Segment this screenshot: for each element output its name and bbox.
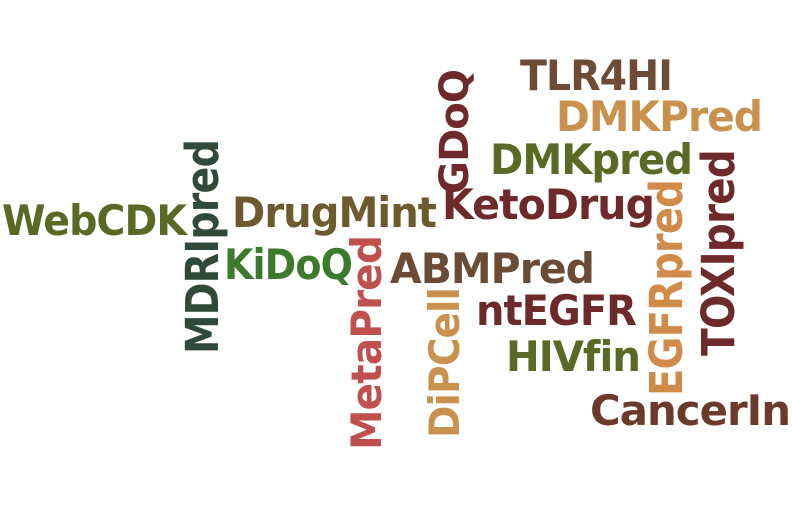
word-egfrpred: EGFRpred — [640, 180, 693, 396]
word-kidoq: KiDoQ — [224, 240, 353, 289]
word-toxipred: TOXIpred — [692, 150, 745, 356]
word-gdoq: GDoQ — [432, 70, 478, 194]
word-webcdk: WebCDK — [2, 196, 187, 245]
word-hivfin: HIVfin — [506, 332, 641, 381]
word-ntegfr: ntEGFR — [476, 286, 637, 335]
word-drugmint: DrugMint — [232, 188, 437, 237]
word-mdripred: MDRIpred — [176, 140, 229, 354]
word-metapred: MetaPred — [342, 236, 391, 450]
word-dmkpred-lower: DMKpred — [490, 135, 693, 184]
word-ketodrug: KetoDrug — [442, 180, 655, 229]
word-cancerin: CancerIn — [590, 386, 791, 435]
word-tlr4hi: TLR4HI — [520, 51, 673, 100]
word-dipcell: DiPCell — [420, 288, 469, 438]
word-dmkpred-upper: DMKPred — [556, 92, 763, 141]
word-abmpred: ABMPred — [390, 244, 595, 293]
